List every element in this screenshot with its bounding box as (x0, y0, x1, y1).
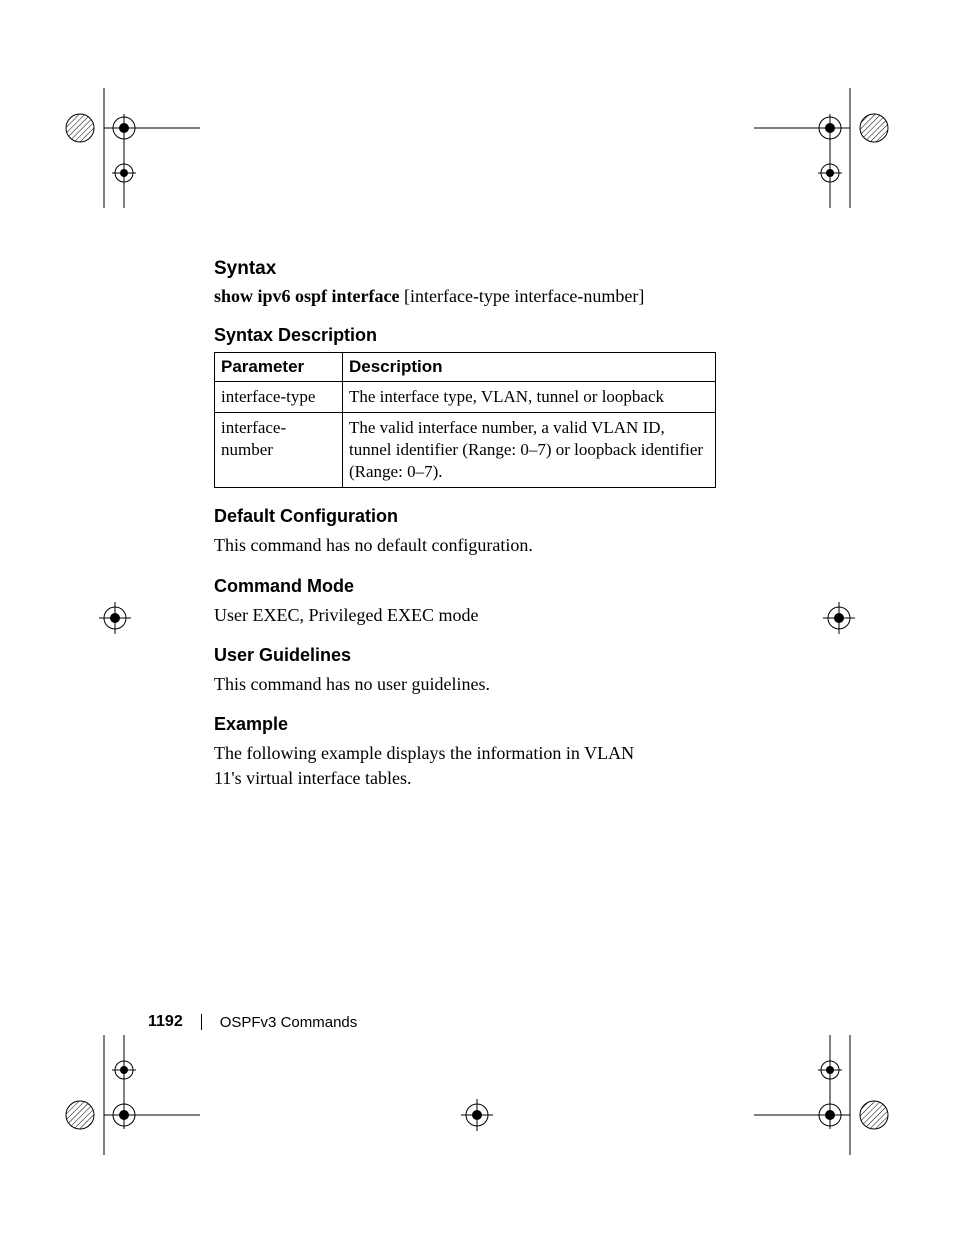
regmark-bottom-right (754, 1035, 894, 1155)
document-page: Syntax show ipv6 ospf interface [interfa… (0, 0, 954, 1235)
heading-syntax-description: Syntax Description (214, 325, 724, 346)
table-row: interface-number The valid interface num… (215, 413, 716, 488)
regmark-mid-left (95, 598, 135, 638)
regmark-bottom-center (457, 1095, 497, 1135)
command-keyword: show ipv6 ospf interface (214, 286, 400, 306)
regmark-bottom-left (60, 1035, 200, 1155)
param-cell: interface-type (215, 382, 343, 413)
parameter-table: Parameter Description interface-type The… (214, 352, 716, 488)
footer-divider (201, 1014, 202, 1030)
heading-default-configuration: Default Configuration (214, 506, 724, 527)
syntax-command-line: show ipv6 ospf interface [interface-type… (214, 286, 724, 307)
text-default-configuration: This command has no default configuratio… (214, 533, 724, 557)
desc-cell: The interface type, VLAN, tunnel or loop… (343, 382, 716, 413)
col-parameter: Parameter (215, 353, 343, 382)
command-args: [interface-type interface-number] (400, 286, 645, 306)
regmark-mid-right (819, 598, 859, 638)
heading-user-guidelines: User Guidelines (214, 645, 724, 666)
regmark-top-right (754, 88, 894, 208)
param-cell: interface-number (215, 413, 343, 488)
text-example: The following example displays the infor… (214, 741, 654, 790)
page-footer: 1192 OSPFv3 Commands (148, 1013, 357, 1031)
text-command-mode: User EXEC, Privileged EXEC mode (214, 603, 724, 627)
desc-cell: The valid interface number, a valid VLAN… (343, 413, 716, 488)
table-header-row: Parameter Description (215, 353, 716, 382)
heading-example: Example (214, 714, 724, 735)
text-user-guidelines: This command has no user guidelines. (214, 672, 724, 696)
table-row: interface-type The interface type, VLAN,… (215, 382, 716, 413)
heading-command-mode: Command Mode (214, 576, 724, 597)
heading-syntax: Syntax (214, 258, 724, 280)
page-number: 1192 (148, 1013, 183, 1031)
content-block: Syntax show ipv6 ospf interface [interfa… (214, 258, 724, 790)
regmark-top-left (60, 88, 200, 208)
col-description: Description (343, 353, 716, 382)
footer-section: OSPFv3 Commands (220, 1014, 358, 1031)
